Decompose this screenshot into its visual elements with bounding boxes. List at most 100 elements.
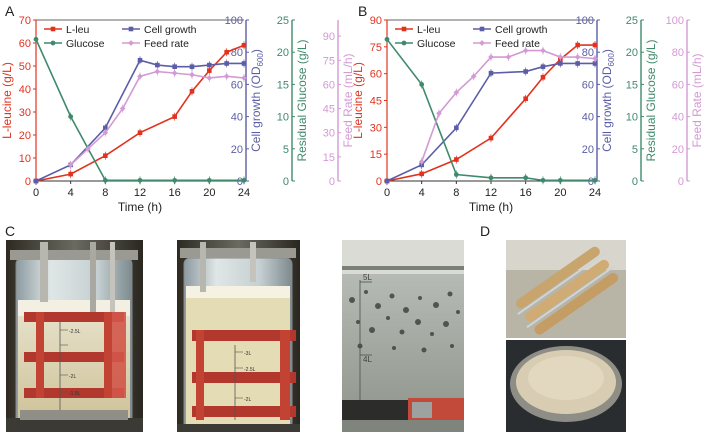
legend-marker (479, 40, 485, 46)
y-tick-label: 20 (626, 47, 638, 59)
y-tick-label: 30 (19, 107, 31, 119)
data-point-feed (154, 68, 161, 75)
y-tick-label: 100 (225, 15, 243, 27)
data-point-glucose (419, 82, 425, 87)
data-point-growth (540, 64, 546, 69)
legend-label: Feed rate (495, 38, 540, 50)
data-point-leu (419, 171, 424, 177)
photo-c1-mark-3: -1.5L (69, 391, 81, 397)
legend-marker (50, 26, 56, 32)
x-tick-label: 0 (33, 187, 39, 199)
data-point-feed (557, 54, 564, 60)
data-point-glucose (453, 172, 459, 177)
data-point-glucose (206, 177, 212, 183)
legend-label: L-leu (417, 24, 441, 36)
data-point-glucose (241, 177, 247, 183)
data-point-growth (241, 61, 247, 66)
data-point-feed (223, 73, 230, 80)
panel-letter-b: B (358, 3, 367, 19)
x-axis-label: Time (h) (118, 200, 162, 214)
legend-label: Glucose (417, 38, 456, 50)
data-point-leu (172, 114, 177, 119)
data-point-growth (103, 125, 108, 131)
x-tick-label: 12 (134, 187, 146, 199)
x-tick-label: 12 (485, 187, 497, 199)
legend-marker (401, 40, 407, 46)
data-point-glucose (540, 177, 546, 183)
y-tick-label: 5 (632, 144, 638, 156)
y-tick-label: 40 (672, 112, 684, 124)
panel-letter-a: A (5, 3, 15, 19)
legend-marker (401, 26, 407, 32)
y-tick-label: 20 (277, 47, 289, 59)
data-point-leu (241, 43, 247, 48)
data-point-leu (68, 171, 73, 177)
x-tick-label: 24 (589, 187, 601, 199)
x-tick-label: 20 (554, 187, 566, 199)
data-point-growth (172, 64, 177, 69)
photo-c1-bioreactor: -2.5L -2L -1.5L (6, 240, 143, 432)
data-point-leu (224, 49, 229, 55)
data-point-glucose (488, 175, 494, 181)
photo-d-bottom (506, 340, 626, 432)
data-point-leu (540, 74, 546, 80)
data-point-feed (241, 75, 247, 81)
legend-label: L-leu (66, 24, 90, 36)
data-point-feed (574, 54, 581, 60)
y-tick-label: 60 (323, 79, 335, 91)
data-point-glucose (592, 177, 598, 183)
series-line-glucose (386, 38, 595, 182)
series-line-leu (386, 44, 595, 182)
y-tick-label: 0 (632, 176, 638, 188)
data-point-glucose (172, 177, 178, 183)
data-point-leu (207, 68, 212, 73)
data-point-feed (206, 75, 213, 81)
data-point-leu (488, 135, 494, 141)
y-axis-label: Residual Glucose (g/L) (644, 39, 658, 161)
data-point-leu (189, 89, 195, 94)
y-tick-label: 0 (678, 176, 684, 188)
data-point-growth (488, 70, 494, 76)
data-point-growth (224, 61, 229, 66)
y-tick-label: 80 (672, 47, 684, 59)
data-point-growth (523, 69, 528, 74)
x-tick-label: 20 (203, 187, 215, 199)
data-point-feed (540, 47, 546, 54)
data-point-glucose (137, 177, 143, 183)
y-tick-label: 15 (277, 79, 289, 91)
y-tick-label: 5 (283, 144, 289, 156)
y-tick-label: 20 (672, 144, 684, 156)
data-point-growth (189, 64, 195, 69)
photo-c2-mark-3: -2L (244, 397, 251, 403)
data-point-leu (575, 42, 580, 48)
data-point-glucose (102, 177, 108, 183)
y-tick-label: 40 (19, 84, 31, 96)
panel-letter-c: C (5, 223, 15, 239)
photo-d-top (506, 240, 626, 338)
data-point-glucose (557, 177, 563, 183)
data-point-feed (522, 47, 529, 54)
data-point-growth (592, 61, 598, 66)
data-point-leu (103, 153, 108, 158)
y-tick-label: 90 (370, 15, 382, 27)
y-tick-label: 30 (323, 128, 335, 140)
y-tick-label: 10 (19, 153, 31, 165)
y-tick-label: 80 (582, 47, 594, 59)
y-tick-label: 60 (19, 38, 31, 50)
x-tick-label: 16 (520, 187, 532, 199)
y-tick-label: 40 (231, 112, 243, 124)
y-axis-label: Residual Glucose (g/L) (295, 39, 309, 161)
data-point-feed (592, 55, 598, 62)
data-point-feed (119, 105, 126, 112)
y-tick-label: 10 (277, 112, 289, 124)
data-point-feed (470, 73, 477, 80)
y-tick-label: 60 (582, 79, 594, 91)
legend-label: Cell growth (144, 24, 197, 36)
data-point-growth (558, 61, 563, 66)
legend-marker (50, 40, 56, 46)
y-tick-label: 40 (582, 112, 594, 124)
y-tick-label: 45 (323, 104, 335, 116)
y-tick-label: 30 (370, 122, 382, 134)
x-tick-label: 4 (419, 187, 425, 199)
